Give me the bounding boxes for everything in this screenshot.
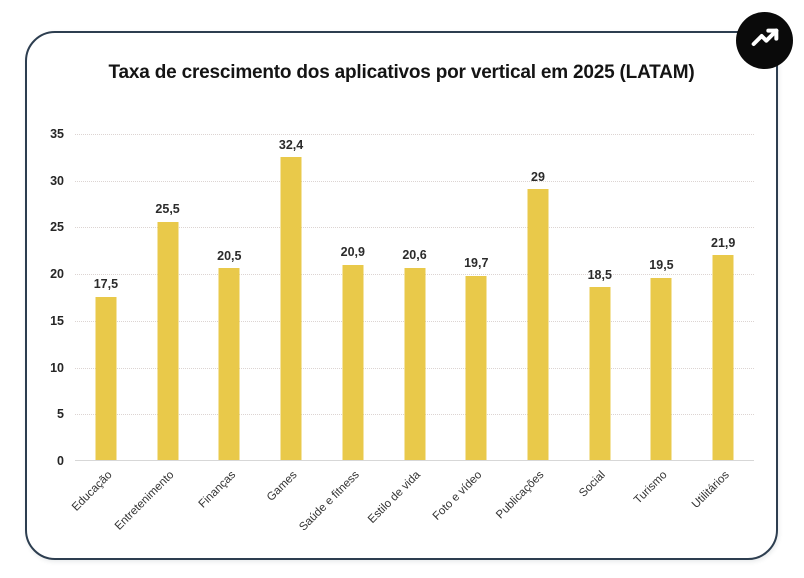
bars-row: 17,5 Educação 25,5 Entretenimento 20,5 Finanç… bbox=[70, 134, 754, 534]
y-tick-label: 25 bbox=[50, 220, 64, 235]
category-label: Saúde e fitness bbox=[296, 469, 362, 534]
bar bbox=[589, 287, 611, 460]
bar-slot: 25,5 Entretenimento bbox=[112, 134, 199, 532]
y-tick-label: 20 bbox=[50, 266, 64, 281]
y-tick-label: 35 bbox=[50, 126, 64, 141]
bar bbox=[157, 221, 179, 460]
bar bbox=[712, 255, 734, 460]
bar-slot: 17,5 Educação bbox=[70, 134, 137, 514]
category-label: Educação bbox=[69, 469, 115, 514]
bar-slot: 20,6 Estilo de vida bbox=[366, 134, 446, 526]
bar-value-label: 18,5 bbox=[587, 267, 612, 282]
bar-slot: 21,9 Utilitários bbox=[690, 134, 754, 511]
plot-area: 0 5 10 15 20 25 30 35 17,5 Educação 25,5 Entreteni… bbox=[50, 128, 754, 534]
chart-title: Taxa de crescimento dos aplicativos por … bbox=[108, 62, 695, 83]
bar-value-label: 19,7 bbox=[464, 256, 489, 271]
bar-value-label: 29 bbox=[531, 169, 545, 184]
category-label: Utilitários bbox=[689, 469, 732, 511]
bar-slot: 20,9 Saúde e fitness bbox=[297, 134, 384, 533]
category-label: Entretenimento bbox=[112, 469, 177, 533]
chart-card: Taxa de crescimento dos aplicativos por … bbox=[25, 31, 778, 560]
gridline bbox=[75, 227, 754, 229]
bar bbox=[527, 189, 549, 460]
bar-slot: 29 Publicações bbox=[494, 134, 569, 521]
y-tick-label: 5 bbox=[57, 407, 64, 422]
bar bbox=[280, 157, 302, 460]
bar bbox=[650, 277, 672, 460]
bar-value-label: 17,5 bbox=[93, 277, 119, 291]
category-label: Foto e vídeo bbox=[431, 469, 485, 523]
bar bbox=[95, 296, 117, 460]
bar-value-label: 20,9 bbox=[340, 245, 365, 260]
category-label: Estilo de vida bbox=[366, 469, 424, 526]
bar bbox=[218, 268, 240, 460]
y-tick-label: 30 bbox=[50, 173, 64, 188]
category-label: Social bbox=[577, 469, 609, 500]
y-tick-label: 10 bbox=[50, 360, 64, 375]
trending-up-icon bbox=[749, 22, 781, 59]
bar bbox=[404, 267, 426, 460]
category-label: Turismo bbox=[632, 469, 670, 507]
bar-slot: 19,7 Foto e vídeo bbox=[431, 134, 507, 522]
bar bbox=[342, 264, 364, 460]
bar-slot: 19,5 Turismo bbox=[631, 134, 693, 506]
y-tick-label: 0 bbox=[57, 453, 64, 468]
category-label: Games bbox=[264, 469, 300, 504]
bar-value-label: 19,5 bbox=[649, 258, 674, 273]
bar bbox=[465, 275, 487, 460]
bar-value-label: 25,5 bbox=[155, 202, 180, 217]
category-label: Publicações bbox=[494, 469, 547, 522]
bar-value-label: 20,6 bbox=[402, 248, 427, 263]
bar-slot: 18,5 Social bbox=[569, 134, 631, 500]
bar-value-label: 32,4 bbox=[278, 137, 304, 152]
y-tick-label: 15 bbox=[50, 313, 64, 328]
category-label: Finanças bbox=[196, 469, 238, 511]
bar-value-label: 21,9 bbox=[711, 235, 736, 250]
trending-up-badge bbox=[736, 12, 793, 69]
bar-slot: 20,5 Finanças bbox=[196, 134, 260, 511]
gridline bbox=[75, 134, 754, 135]
gridline bbox=[75, 180, 754, 182]
bar-slot: 32,4 Games bbox=[260, 134, 322, 504]
bar-value-label: 20,5 bbox=[217, 248, 242, 263]
